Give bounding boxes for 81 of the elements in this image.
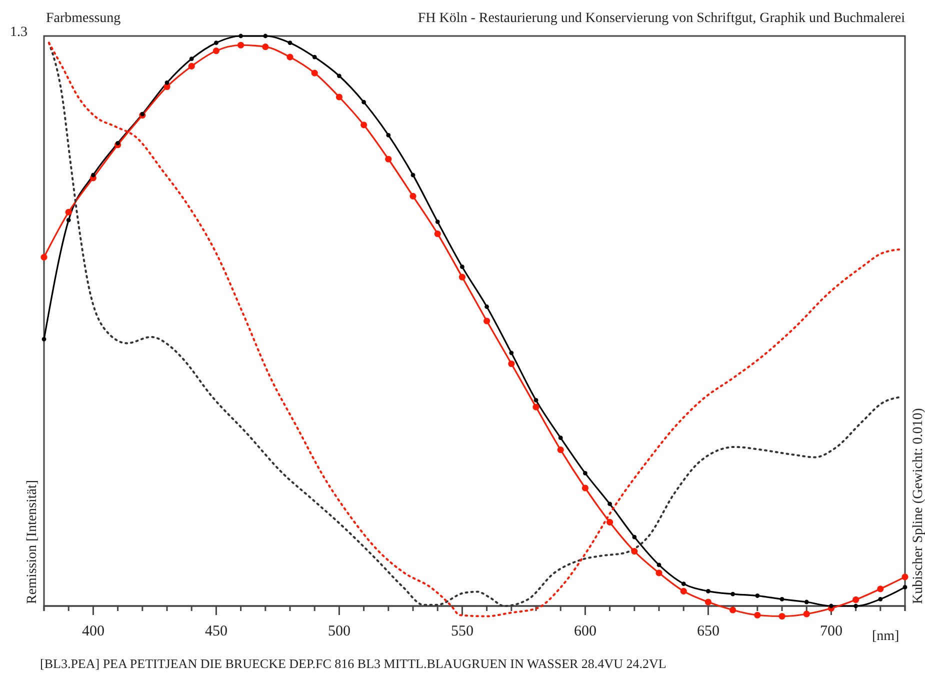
point (288, 40, 292, 46)
point (66, 218, 71, 222)
point (852, 596, 860, 604)
point (212, 48, 220, 54)
point (829, 604, 834, 608)
point (877, 586, 884, 592)
text: 1.3 (10, 25, 28, 40)
point (608, 502, 612, 506)
point (410, 192, 416, 200)
point (754, 612, 761, 618)
point (681, 582, 686, 586)
point (706, 588, 710, 594)
point (42, 337, 46, 342)
point (704, 598, 712, 606)
point (386, 132, 391, 138)
text: [BL3.PEA] PEA PETITJEAN DIE BRUECKE DEP.FC 816 BL3 MITTL.BLAUGRUEN IN WASSER 28.4VU 24.2VL (40, 656, 666, 671)
point (632, 534, 637, 540)
point (606, 518, 614, 526)
point (140, 112, 145, 116)
chart-title: Farbmessung (46, 11, 121, 26)
point (656, 562, 662, 568)
point (164, 80, 170, 85)
point (557, 446, 564, 454)
point (360, 122, 368, 128)
point (435, 220, 440, 224)
point (583, 470, 588, 476)
point (238, 34, 243, 38)
point (385, 156, 392, 162)
y-axis-title: Remission [Intensität] (25, 480, 40, 604)
point (337, 74, 342, 78)
point (780, 596, 784, 602)
x-tick-label: 400 (82, 624, 104, 640)
x-tick-label: 600 (574, 624, 596, 640)
x-tick-label: 500 (328, 624, 350, 640)
chart-subtitle: FH Köln - Restaurierung und Konservierung von Schriftgut, Graphik und Buchmalerei (418, 11, 906, 26)
point (336, 94, 342, 100)
point (631, 548, 638, 555)
point (656, 570, 662, 576)
point (902, 574, 908, 580)
point (286, 54, 294, 60)
point (878, 596, 883, 602)
point (803, 610, 810, 618)
point (434, 230, 441, 238)
point (214, 40, 218, 46)
point (484, 304, 489, 309)
point (238, 42, 244, 48)
point (262, 44, 269, 50)
point (509, 350, 514, 356)
point (458, 274, 466, 280)
point (91, 172, 96, 178)
point (755, 594, 760, 598)
point (65, 208, 72, 216)
point (730, 592, 735, 596)
point (312, 54, 317, 60)
point (460, 264, 464, 270)
point (804, 600, 809, 604)
point (902, 584, 908, 590)
point (484, 318, 490, 324)
x-tick-label: 550 (450, 624, 474, 640)
x-tick-label: 650 (696, 624, 720, 640)
point (410, 172, 416, 178)
point (532, 404, 540, 410)
x-tick-label: 700 (820, 624, 842, 640)
point (558, 436, 563, 440)
y2-axis-title: Kubischer Spline (Gewicht: 0.010) (911, 408, 925, 604)
point (508, 360, 515, 368)
point (311, 70, 318, 76)
point (263, 34, 268, 38)
point (582, 484, 588, 492)
point (40, 254, 48, 260)
point (730, 606, 736, 614)
x-tick-label: 450 (204, 624, 228, 640)
point (189, 56, 194, 61)
point (188, 62, 195, 70)
x-axis-title: [nm] (872, 629, 900, 644)
point (534, 398, 538, 402)
point (778, 612, 786, 620)
point (680, 588, 687, 594)
point (362, 100, 366, 104)
point (116, 140, 120, 146)
point (854, 604, 858, 608)
